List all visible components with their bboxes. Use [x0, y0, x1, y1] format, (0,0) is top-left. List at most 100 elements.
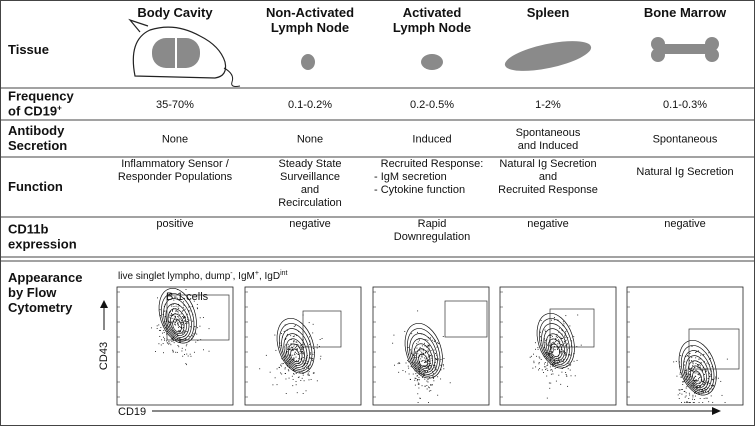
event-dot [173, 314, 175, 316]
event-dot [704, 380, 706, 382]
event-dot [189, 326, 191, 328]
event-dot [683, 390, 685, 392]
event-dot [698, 374, 700, 375]
event-dot [551, 351, 553, 353]
event-dot [189, 319, 191, 321]
event-dot [556, 337, 558, 339]
event-dot [686, 385, 688, 387]
cell-text: and [539, 171, 557, 183]
event-dot [692, 365, 694, 367]
event-dot [173, 306, 175, 307]
event-dot [319, 339, 321, 340]
event-dot [428, 360, 430, 362]
event-dot [292, 354, 294, 356]
event-dot [552, 347, 554, 349]
event-dot [552, 349, 554, 351]
event-dot [707, 387, 709, 389]
event-dot [681, 381, 683, 383]
event-dot [159, 335, 161, 337]
event-dot [565, 332, 566, 334]
event-dot [565, 339, 567, 341]
event-dot [710, 375, 712, 377]
event-dot [433, 373, 435, 375]
event-dot [176, 334, 178, 336]
event-dot [545, 368, 546, 370]
event-dot [420, 373, 422, 374]
y-axis-label: CD43 [98, 342, 110, 370]
event-dot [699, 369, 701, 371]
event-dot [547, 344, 549, 346]
event-dot [407, 365, 409, 367]
event-dot [551, 347, 552, 349]
row-label: Antibody [8, 123, 65, 138]
event-dot [553, 317, 555, 318]
event-dot [320, 355, 322, 357]
event-dot [571, 340, 573, 342]
event-dot [424, 385, 426, 387]
event-dot [559, 361, 561, 363]
event-dot [553, 360, 555, 362]
event-dot [299, 346, 301, 348]
event-dot [427, 349, 429, 351]
event-dot [433, 365, 435, 367]
plot-frame [244, 286, 362, 406]
event-dot [284, 324, 286, 326]
event-dot [707, 380, 709, 382]
event-dot [681, 402, 682, 403]
event-dot [703, 353, 705, 355]
event-dot [545, 352, 547, 354]
event-dot [569, 354, 571, 356]
event-dot [416, 351, 418, 353]
event-dot [418, 367, 420, 369]
event-dot [173, 321, 175, 323]
event-dot [184, 315, 186, 317]
event-dot [419, 366, 421, 368]
event-dot [402, 370, 404, 371]
event-dot [697, 350, 699, 352]
event-dot [433, 341, 435, 342]
event-dot [171, 341, 173, 342]
event-dot [705, 390, 706, 392]
event-dot [547, 353, 549, 355]
event-dot [696, 380, 698, 382]
event-dot [408, 373, 410, 375]
event-dot [289, 354, 291, 356]
event-dot [174, 312, 176, 314]
event-dot [176, 351, 178, 353]
event-dot [568, 347, 570, 349]
event-dot [554, 349, 556, 351]
event-dot [679, 366, 681, 368]
event-dot [532, 367, 534, 369]
event-dot [566, 359, 567, 361]
event-dot [552, 363, 553, 365]
event-dot [177, 330, 179, 332]
event-dot [681, 374, 683, 376]
event-dot [427, 371, 429, 373]
event-dot [312, 323, 314, 325]
event-dot [420, 358, 422, 360]
event-dot [175, 305, 177, 307]
plot-frame [499, 286, 617, 406]
event-dot [695, 352, 697, 353]
event-dot [546, 353, 547, 355]
event-dot [179, 339, 181, 341]
event-dot [435, 358, 437, 359]
event-dot [567, 385, 569, 387]
event-dot [295, 381, 297, 383]
event-dot [699, 386, 701, 388]
event-dot [301, 344, 303, 346]
event-dot [539, 357, 541, 359]
event-dot [573, 353, 575, 355]
event-dot [680, 376, 682, 378]
event-dot [294, 351, 296, 353]
event-dot [302, 366, 304, 368]
event-dot [561, 338, 563, 339]
event-dot [184, 353, 185, 355]
event-dot [404, 330, 406, 332]
event-dot [173, 331, 175, 333]
event-dot [296, 349, 298, 351]
event-dot [442, 336, 444, 337]
event-dot [197, 340, 199, 342]
event-dot [559, 352, 561, 354]
event-dot [151, 327, 153, 329]
